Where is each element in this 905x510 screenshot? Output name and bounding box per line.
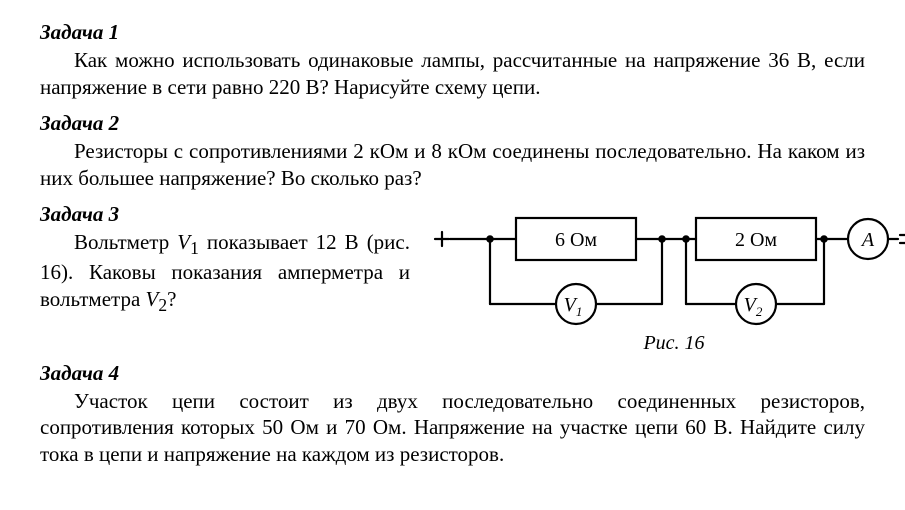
task3-text: Вольтметр V1 показывает 12 В (рис. 16). … (40, 229, 410, 317)
task4-heading: Задача 4 (40, 361, 865, 386)
ammeter-label: A (860, 229, 875, 251)
resistor-label-1: 6 Ом (555, 229, 597, 251)
task2-text: Резисторы с сопротивлениями 2 кОм и 8 кО… (40, 138, 865, 192)
task4-text: Участок цепи состоит из двух последовате… (40, 388, 865, 469)
task1-heading: Задача 1 (40, 20, 865, 45)
figure-caption: Рис. 16 (643, 332, 704, 355)
task3-heading: Задача 3 (40, 202, 410, 227)
circuit-diagram: 6 Ом2 ОмAV1V2 (426, 200, 905, 332)
task1-text: Как можно использовать одинаковые лампы,… (40, 47, 865, 101)
resistor-label-2: 2 Ом (735, 229, 777, 251)
task2-heading: Задача 2 (40, 111, 865, 136)
